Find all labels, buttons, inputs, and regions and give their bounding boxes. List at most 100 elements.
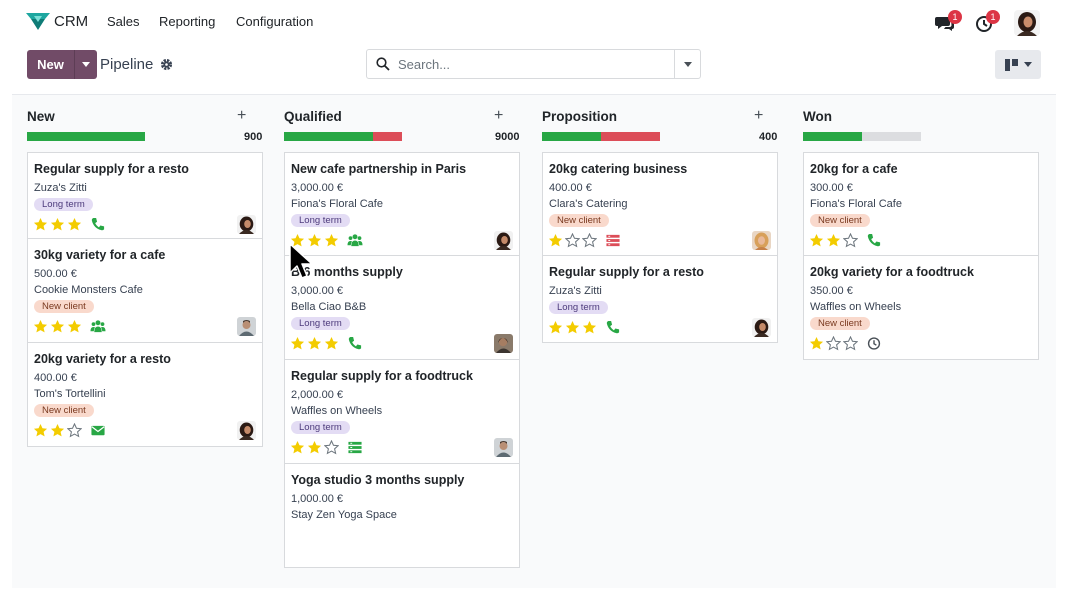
salesperson-avatar[interactable] bbox=[752, 231, 771, 250]
breadcrumb-pipeline[interactable]: Pipeline bbox=[100, 56, 154, 73]
kanban-card[interactable]: B 6 months supply 3,000.00 € Bella Ciao B&… bbox=[284, 256, 520, 360]
salesperson-avatar[interactable] bbox=[494, 334, 513, 353]
card-tag[interactable]: New client bbox=[810, 317, 870, 330]
crm-logo-icon[interactable] bbox=[26, 13, 50, 30]
priority-stars[interactable] bbox=[290, 440, 339, 455]
priority-stars[interactable] bbox=[548, 233, 597, 248]
search-input[interactable] bbox=[398, 55, 658, 73]
star-filled-icon[interactable] bbox=[809, 233, 824, 248]
star-filled-icon[interactable] bbox=[307, 336, 322, 351]
envelope-icon[interactable] bbox=[90, 423, 106, 438]
menu-configuration[interactable]: Configuration bbox=[236, 14, 314, 29]
priority-stars[interactable] bbox=[33, 217, 82, 232]
salesperson-avatar[interactable] bbox=[237, 421, 256, 440]
user-avatar[interactable] bbox=[1014, 10, 1040, 36]
kanban-card[interactable]: New cafe partnership in Paris 3,000.00 € F… bbox=[284, 152, 520, 256]
phone-icon[interactable] bbox=[605, 320, 621, 335]
star-filled-icon[interactable] bbox=[33, 423, 48, 438]
card-tag[interactable]: Long term bbox=[34, 198, 93, 211]
priority-stars[interactable] bbox=[290, 233, 339, 248]
progress-segment[interactable] bbox=[372, 132, 402, 141]
star-filled-icon[interactable] bbox=[307, 233, 322, 248]
progress-segment[interactable] bbox=[542, 132, 601, 141]
menu-sales[interactable]: Sales bbox=[107, 14, 140, 29]
menu-reporting[interactable]: Reporting bbox=[159, 14, 216, 29]
column-progress-bar[interactable] bbox=[542, 132, 660, 141]
card-tag[interactable]: New client bbox=[34, 300, 94, 313]
priority-stars[interactable] bbox=[809, 336, 858, 351]
progress-segment[interactable] bbox=[284, 132, 373, 141]
card-tag[interactable]: Long term bbox=[549, 301, 608, 314]
activities-clock-icon[interactable] bbox=[975, 14, 995, 32]
phone-icon[interactable] bbox=[866, 233, 882, 248]
priority-stars[interactable] bbox=[809, 233, 858, 248]
column-title[interactable]: New bbox=[27, 109, 55, 124]
star-filled-icon[interactable] bbox=[809, 336, 824, 351]
star-filled-icon[interactable] bbox=[290, 233, 305, 248]
priority-stars[interactable] bbox=[33, 423, 82, 438]
column-title[interactable]: Proposition bbox=[542, 109, 617, 124]
progress-segment[interactable] bbox=[27, 132, 145, 141]
star-filled-icon[interactable] bbox=[290, 440, 305, 455]
star-filled-icon[interactable] bbox=[307, 440, 322, 455]
new-dropdown-toggle[interactable] bbox=[74, 50, 97, 79]
card-tag[interactable]: Long term bbox=[291, 214, 350, 227]
users-icon[interactable] bbox=[347, 233, 363, 248]
star-filled-icon[interactable] bbox=[324, 336, 339, 351]
salesperson-avatar[interactable] bbox=[237, 317, 256, 336]
star-filled-icon[interactable] bbox=[67, 217, 82, 232]
star-filled-icon[interactable] bbox=[565, 320, 580, 335]
search-bar[interactable] bbox=[366, 49, 675, 79]
quick-create-plus-icon[interactable]: + bbox=[494, 107, 504, 124]
column-progress-bar[interactable] bbox=[27, 132, 145, 141]
kanban-card[interactable]: 20kg for a cafe 300.00 € Fiona's Floral Ca… bbox=[803, 152, 1039, 256]
card-tag[interactable]: New client bbox=[549, 214, 609, 227]
star-filled-icon[interactable] bbox=[582, 320, 597, 335]
progress-segment[interactable] bbox=[803, 132, 862, 141]
kanban-card[interactable]: 20kg variety for a resto 400.00 € Tom's To… bbox=[27, 343, 263, 447]
star-filled-icon[interactable] bbox=[67, 319, 82, 334]
star-empty-icon[interactable] bbox=[324, 440, 339, 455]
star-filled-icon[interactable] bbox=[33, 217, 48, 232]
star-filled-icon[interactable] bbox=[324, 233, 339, 248]
phone-icon[interactable] bbox=[347, 336, 363, 351]
tasks-icon[interactable] bbox=[347, 440, 363, 455]
search-options-toggle[interactable] bbox=[674, 49, 701, 79]
priority-stars[interactable] bbox=[33, 319, 82, 334]
star-empty-icon[interactable] bbox=[582, 233, 597, 248]
kanban-view-switcher[interactable] bbox=[995, 50, 1041, 79]
progress-segment[interactable] bbox=[862, 132, 921, 141]
star-empty-icon[interactable] bbox=[843, 336, 858, 351]
new-button[interactable]: New bbox=[27, 50, 74, 79]
star-filled-icon[interactable] bbox=[826, 233, 841, 248]
star-filled-icon[interactable] bbox=[50, 423, 65, 438]
kanban-card[interactable]: 30kg variety for a cafe 500.00 € Cookie Mo… bbox=[27, 239, 263, 343]
progress-segment[interactable] bbox=[601, 132, 660, 141]
card-tag[interactable]: Long term bbox=[291, 421, 350, 434]
kanban-card[interactable]: Regular supply for a resto Zuza's Zitti Lo… bbox=[27, 152, 263, 239]
star-filled-icon[interactable] bbox=[33, 319, 48, 334]
card-tag[interactable]: New client bbox=[810, 214, 870, 227]
card-tag[interactable]: Long term bbox=[291, 317, 350, 330]
column-progress-bar[interactable] bbox=[284, 132, 402, 141]
kanban-card[interactable]: Regular supply for a resto Zuza's Zitti Lo… bbox=[542, 256, 778, 343]
salesperson-avatar[interactable] bbox=[494, 231, 513, 250]
kanban-card[interactable]: Regular supply for a foodtruck 2,000.00 €… bbox=[284, 360, 520, 464]
priority-stars[interactable] bbox=[290, 336, 339, 351]
star-filled-icon[interactable] bbox=[50, 217, 65, 232]
kanban-card[interactable]: 20kg variety for a foodtruck 350.00 € Waff… bbox=[803, 256, 1039, 360]
tasks-icon[interactable] bbox=[605, 233, 621, 248]
clock-icon[interactable] bbox=[866, 336, 882, 351]
app-name[interactable]: CRM bbox=[54, 13, 89, 30]
column-progress-bar[interactable] bbox=[803, 132, 921, 141]
star-filled-icon[interactable] bbox=[290, 336, 305, 351]
card-tag[interactable]: New client bbox=[34, 404, 94, 417]
column-title[interactable]: Qualified bbox=[284, 109, 342, 124]
priority-stars[interactable] bbox=[548, 320, 597, 335]
star-empty-icon[interactable] bbox=[67, 423, 82, 438]
star-empty-icon[interactable] bbox=[826, 336, 841, 351]
column-title[interactable]: Won bbox=[803, 109, 832, 124]
star-filled-icon[interactable] bbox=[548, 320, 563, 335]
quick-create-plus-icon[interactable]: + bbox=[754, 107, 764, 124]
users-icon[interactable] bbox=[90, 319, 106, 334]
